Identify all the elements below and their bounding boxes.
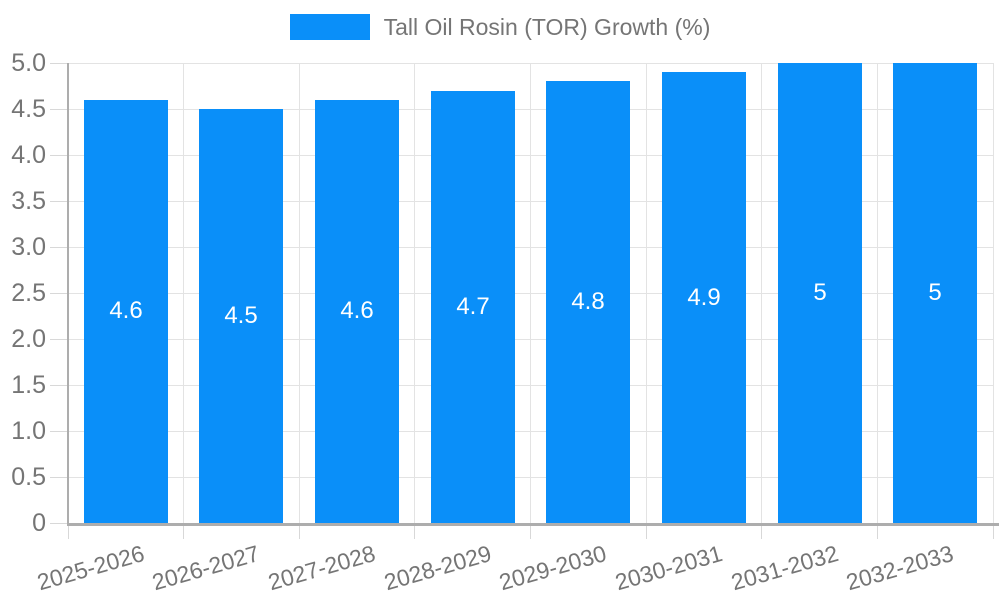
y-axis-tick [50,384,68,386]
y-axis-tick [50,246,68,248]
gridline-vertical [183,63,185,523]
x-axis-line [67,523,999,526]
gridline-vertical [761,63,763,523]
bar-value-label: 4.5 [224,302,258,329]
bar-value-label: 4.7 [456,292,490,320]
y-axis-tick-label: 1.0 [11,417,46,445]
gridline-vertical [414,63,416,523]
y-axis-tick-label: 2.5 [11,279,46,307]
bar-value-label: 5 [813,279,827,306]
bar[interactable]: 4.6 [315,99,399,523]
x-axis-category-label: 2031-2032 [727,540,841,596]
y-axis-tick [50,292,68,294]
x-axis-category-label: 2032-2033 [843,540,957,596]
y-axis-tick-label: 0 [32,509,46,537]
x-axis-category-label: 2030-2031 [612,540,726,596]
y-axis-tick [50,522,68,524]
y-axis-tick-label: 0.5 [11,463,46,491]
bar-value-label: 4.8 [571,288,605,316]
bar-value-label: 4.6 [340,297,374,325]
y-axis-tick [50,62,68,64]
x-axis-category-label: 2029-2030 [496,540,610,596]
y-axis-tick [50,476,68,478]
legend[interactable]: Tall Oil Rosin (TOR) Growth (%) [0,14,1000,40]
x-axis-tick [992,523,994,539]
bar[interactable]: 5 [893,63,977,523]
x-axis-tick [876,523,878,539]
x-axis-tick [530,523,531,539]
bar[interactable]: 4.6 [84,99,168,523]
y-axis-tick [50,338,68,340]
y-axis-tick [50,154,68,156]
legend-swatch-icon [289,14,370,40]
x-axis-tick [298,523,300,539]
x-axis-category-label: 2025-2026 [34,540,147,596]
y-axis-tick-label: 4.0 [11,141,46,169]
bar[interactable]: 4.7 [431,90,515,523]
x-axis-category-label: 2026-2027 [149,540,263,596]
bar[interactable]: 4.5 [199,109,283,523]
x-axis-tick [761,523,763,539]
x-axis-tick [183,523,185,539]
x-axis-tick [645,523,647,539]
y-axis-tick-label: 5.0 [11,49,46,77]
x-axis-tick [414,523,416,539]
y-axis-tick-label: 3.0 [11,233,46,261]
y-axis-tick [50,200,68,202]
gridline-vertical [530,63,531,523]
gridline-vertical [645,63,647,523]
y-axis-tick [50,108,68,110]
bar-value-label: 5 [928,279,942,306]
y-axis-tick-label: 2.0 [11,325,46,353]
y-axis-line [67,63,69,523]
legend-label: Tall Oil Rosin (TOR) Growth (%) [383,14,711,40]
x-axis-category-label: 2027-2028 [265,540,379,596]
bar[interactable]: 5 [778,63,862,523]
x-axis-category-label: 2028-2029 [380,540,494,596]
y-axis-tick-label: 4.5 [11,95,46,123]
bar-value-label: 4.6 [109,297,143,325]
x-axis-tick [67,523,69,539]
gridline-vertical [992,63,994,523]
gridline-vertical [876,63,878,523]
y-axis-tick-label: 3.5 [11,187,46,215]
y-axis-tick [50,430,68,432]
bar[interactable]: 4.8 [546,81,630,523]
y-axis-tick-label: 1.5 [11,371,46,399]
gridline-vertical [298,63,300,523]
bar-value-label: 4.9 [687,283,721,311]
bar[interactable]: 4.9 [662,72,746,523]
